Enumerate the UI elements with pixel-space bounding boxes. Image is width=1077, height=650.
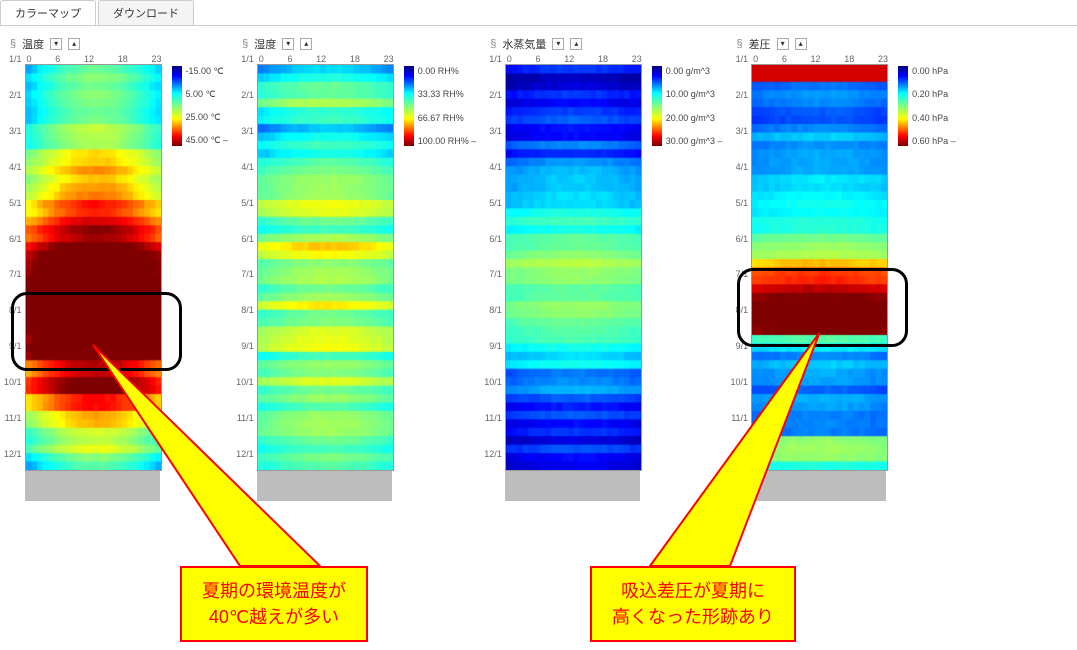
callout-c1: 夏期の環境温度が 40℃越えが多い	[180, 566, 368, 642]
x-axis-labels: 06121823	[25, 54, 164, 64]
legend-humid: 0.00 RH%33.33 RH%66.67 RH%100.00 RH% –	[404, 66, 477, 501]
y-axis-labels: 1/12/13/14/15/16/17/18/19/110/111/112/1	[236, 54, 257, 459]
legend-bar	[404, 66, 414, 146]
chevron-down-icon[interactable]: ▾	[552, 38, 564, 50]
panel-dp: § 差圧 ▾ ▴ 1/12/13/14/15/16/17/18/19/110/111/1…	[731, 32, 956, 501]
chevron-up-icon[interactable]: ▴	[68, 38, 80, 50]
chevron-down-icon[interactable]: ▾	[50, 38, 62, 50]
heatmap-footer	[25, 471, 160, 501]
legend-ticks: 0.00 RH%33.33 RH%66.67 RH%100.00 RH% –	[418, 66, 477, 146]
y-axis-labels: 1/12/13/14/15/16/17/18/19/110/111/112/1	[731, 54, 752, 459]
chart-icon: §	[490, 38, 496, 50]
x-axis-labels: 06121823	[751, 54, 890, 64]
legend-dp: 0.00 hPa0.20 hPa0.40 hPa0.60 hPa –	[898, 66, 956, 501]
legend-vapor: 0.00 g/m^310.00 g/m^320.00 g/m^330.00 g/…	[652, 66, 723, 501]
legend-ticks: 0.00 hPa0.20 hPa0.40 hPa0.60 hPa –	[912, 66, 956, 146]
tab-bar: カラーマップ ダウンロード	[0, 0, 1077, 26]
legend-ticks: -15.00 ℃5.00 ℃25.00 ℃45.00 ℃ –	[186, 66, 229, 146]
chevron-up-icon[interactable]: ▴	[570, 38, 582, 50]
panels-container: § 温度 ▾ ▴ 1/12/13/14/15/16/17/18/19/110/111/1…	[0, 26, 1077, 501]
tab-colormap[interactable]: カラーマップ	[0, 0, 96, 25]
legend-ticks: 0.00 g/m^310.00 g/m^320.00 g/m^330.00 g/…	[666, 66, 723, 146]
callout-c2: 吸込差圧が夏期に 高くなった形跡あり	[590, 566, 796, 642]
chart-icon: §	[737, 38, 743, 50]
legend-temp: -15.00 ℃5.00 ℃25.00 ℃45.00 ℃ –	[172, 66, 229, 501]
x-axis-labels: 06121823	[505, 54, 644, 64]
legend-bar	[172, 66, 182, 146]
heatmap-dp	[751, 64, 888, 471]
heatmap-footer	[257, 471, 392, 501]
legend-bar	[898, 66, 908, 146]
tab-download[interactable]: ダウンロード	[98, 0, 194, 25]
panel-title-label: 差圧	[749, 36, 771, 52]
panel-title-vapor: § 水蒸気量 ▾ ▴	[490, 36, 722, 52]
panel-title-label: 温度	[22, 36, 44, 52]
panel-humid: § 湿度 ▾ ▴ 1/12/13/14/15/16/17/18/19/110/111/1…	[236, 32, 476, 501]
heatmap-footer	[751, 471, 886, 501]
panel-vapor: § 水蒸気量 ▾ ▴ 1/12/13/14/15/16/17/18/19/110/111…	[484, 32, 722, 501]
chevron-down-icon[interactable]: ▾	[282, 38, 294, 50]
chevron-up-icon[interactable]: ▴	[300, 38, 312, 50]
heatmap-temp	[25, 64, 162, 471]
chart-icon: §	[242, 38, 248, 50]
chevron-up-icon[interactable]: ▴	[795, 38, 807, 50]
panel-title-temp: § 温度 ▾ ▴	[10, 36, 228, 52]
legend-bar	[652, 66, 662, 146]
heatmap-humid	[257, 64, 394, 471]
x-axis-labels: 06121823	[257, 54, 396, 64]
panel-temp: § 温度 ▾ ▴ 1/12/13/14/15/16/17/18/19/110/111/1…	[4, 32, 228, 501]
panel-title-label: 湿度	[254, 36, 276, 52]
panel-title-label: 水蒸気量	[502, 36, 546, 52]
y-axis-labels: 1/12/13/14/15/16/17/18/19/110/111/112/1	[484, 54, 505, 459]
heatmap-vapor	[505, 64, 642, 471]
y-axis-labels: 1/12/13/14/15/16/17/18/19/110/111/112/1	[4, 54, 25, 459]
panel-title-dp: § 差圧 ▾ ▴	[737, 36, 956, 52]
heatmap-footer	[505, 471, 640, 501]
panel-title-humid: § 湿度 ▾ ▴	[242, 36, 476, 52]
chart-icon: §	[10, 38, 16, 50]
chevron-down-icon[interactable]: ▾	[777, 38, 789, 50]
